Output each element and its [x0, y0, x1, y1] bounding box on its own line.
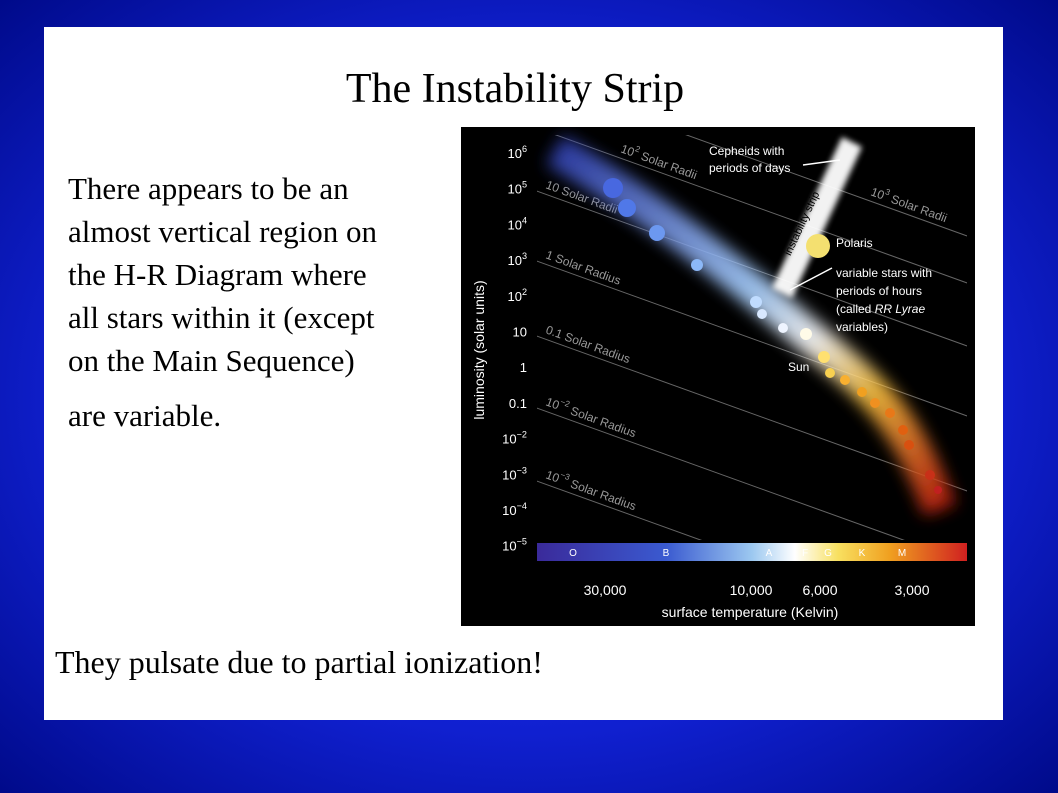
x-tick-label: 3,000	[894, 582, 929, 598]
sup: −2	[559, 396, 572, 409]
base: 10	[544, 395, 562, 413]
base: 10	[507, 253, 521, 268]
sup: 2	[634, 143, 642, 154]
annotation: variables)	[836, 320, 888, 334]
body-line: are variable.	[68, 398, 222, 433]
polaris-label: Polaris	[836, 236, 873, 250]
y-tick-label: 10	[513, 325, 527, 340]
text: (called	[836, 302, 875, 316]
base: 10	[502, 432, 516, 447]
sun-label: Sun	[788, 360, 809, 374]
y-tick-label: 103	[507, 251, 527, 268]
spectral-class: G	[824, 548, 832, 559]
base: 10	[507, 217, 521, 232]
y-tick-label: 104	[507, 215, 527, 232]
y-tick-label: 10−5	[502, 537, 527, 554]
footer: They pulsate due to partial ionization!	[55, 644, 543, 680]
sup: 4	[522, 215, 527, 225]
sup: −4	[517, 501, 527, 511]
polaris-star	[806, 234, 830, 258]
pointer	[802, 159, 841, 166]
sup: 3	[884, 186, 892, 197]
radius-line	[537, 260, 967, 417]
base: 10	[619, 142, 637, 160]
radius-line	[554, 135, 967, 284]
base: 10	[544, 468, 562, 486]
body-line: on the Main Sequence)	[68, 343, 355, 378]
pointer	[789, 267, 833, 291]
y-tick-label: 10−3	[502, 465, 527, 482]
annotation: (called RR Lyrae	[836, 302, 925, 316]
x-tick-label: 10,000	[730, 582, 773, 598]
y-tick-label: 10−4	[502, 501, 527, 518]
spectral-class: B	[663, 548, 670, 559]
base: 10	[507, 146, 521, 161]
spectral-class: K	[859, 548, 866, 559]
text: 1	[520, 360, 527, 375]
title: The Instability Strip	[345, 66, 685, 112]
sup: −5	[517, 537, 527, 547]
body-line: There appears to be an	[68, 171, 349, 206]
radius-line	[537, 480, 703, 540]
spectral-class: M	[898, 548, 906, 559]
y-tick-label: 0.1	[509, 396, 527, 411]
y-tick-label: 102	[507, 287, 527, 304]
base: 10	[507, 182, 521, 197]
sup: −3	[559, 469, 572, 482]
body-line: all stars within it (except	[68, 300, 375, 335]
spectral-class: O	[569, 548, 577, 559]
base: 10	[869, 185, 887, 203]
spectral-class: A	[766, 548, 773, 559]
y-axis-label: luminosity (solar units)	[471, 280, 487, 419]
italic: RR Lyrae	[875, 302, 926, 316]
text: 0.1	[509, 396, 527, 411]
annotation: Cepheids with	[709, 144, 784, 158]
radius-line	[537, 407, 905, 540]
y-tick-label: 105	[507, 180, 527, 197]
radius-line	[685, 135, 967, 237]
y-tick-label: 10−2	[502, 430, 527, 447]
sup: 5	[522, 180, 527, 190]
sup: 3	[522, 251, 527, 261]
diagram-background	[461, 127, 975, 626]
y-tick-label: 1	[520, 360, 527, 375]
base: 10	[502, 539, 516, 554]
stars	[603, 178, 942, 494]
base: 10	[502, 503, 516, 518]
spectral-class: F	[802, 548, 808, 559]
base: 10	[502, 467, 516, 482]
text: 10	[513, 325, 527, 340]
body-line: almost vertical region on	[68, 214, 378, 249]
sup: 2	[522, 287, 527, 297]
x-axis-label: surface temperature (Kelvin)	[662, 604, 839, 620]
sup: 6	[522, 144, 527, 154]
x-tick-label: 30,000	[584, 582, 627, 598]
annotation: periods of hours	[836, 284, 922, 298]
annotation: variable stars with	[836, 266, 932, 280]
sup: −2	[517, 430, 527, 440]
sup: −3	[517, 465, 527, 475]
y-tick-label: 106	[507, 144, 527, 161]
base: 10	[507, 289, 521, 304]
main-sequence	[546, 135, 956, 516]
annotation: periods of days	[709, 161, 790, 175]
x-tick-label: 6,000	[802, 582, 837, 598]
strip	[772, 137, 862, 298]
body-line: the H-R Diagram where	[68, 257, 367, 292]
spectral-bar	[537, 543, 967, 561]
